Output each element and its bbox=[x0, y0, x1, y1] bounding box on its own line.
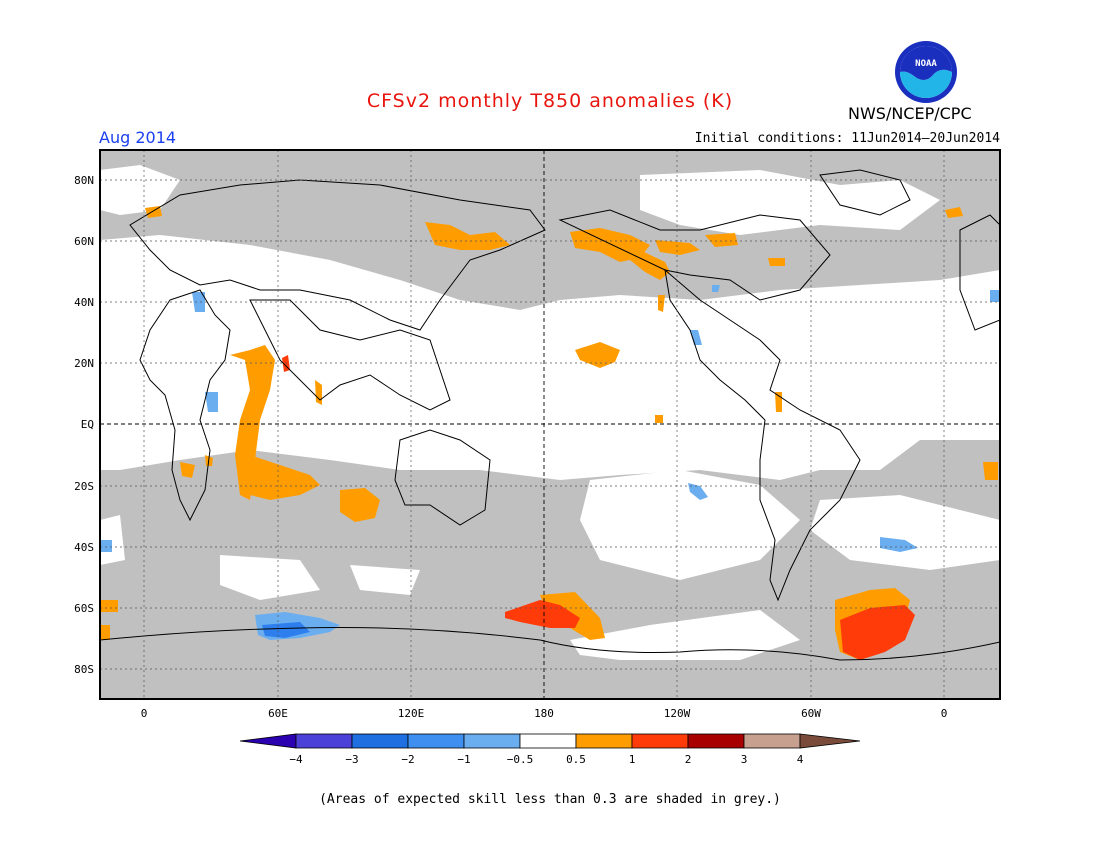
legend-arrow-high bbox=[799, 733, 861, 749]
lon-label: 60W bbox=[801, 707, 821, 720]
legend-label: 0.5 bbox=[566, 753, 586, 766]
legend-swatch bbox=[575, 733, 633, 749]
forecast-period: Aug 2014 bbox=[99, 128, 177, 147]
legend-label: −2 bbox=[401, 753, 414, 766]
cold-anomalies bbox=[100, 285, 1000, 640]
map-title: CFSv2 monthly T850 anomalies (K) bbox=[366, 90, 734, 112]
legend-label: 3 bbox=[741, 753, 748, 766]
org-label: NWS/NCEP/CPC bbox=[848, 104, 972, 123]
legend-label: −3 bbox=[345, 753, 358, 766]
legend-label: −1 bbox=[457, 753, 470, 766]
legend-swatch bbox=[407, 733, 465, 749]
lat-label: EQ bbox=[81, 418, 94, 431]
lon-label: 0 bbox=[141, 707, 148, 720]
lat-label: 80N bbox=[74, 174, 94, 187]
lon-label: 0 bbox=[941, 707, 948, 720]
lat-label: 60N bbox=[74, 235, 94, 248]
low-skill-background bbox=[100, 150, 1000, 699]
equator-dateline bbox=[100, 150, 1000, 699]
lon-label: 60E bbox=[268, 707, 288, 720]
legend-label: −0.5 bbox=[507, 753, 534, 766]
lon-label: 180 bbox=[534, 707, 554, 720]
legend-label: 2 bbox=[685, 753, 692, 766]
skill-footnote: (Areas of expected skill less than 0.3 a… bbox=[319, 792, 781, 807]
noaa-logo: NOAA bbox=[895, 41, 957, 103]
lon-label: 120W bbox=[664, 707, 691, 720]
initial-conditions: Initial conditions: 11Jun2014–20Jun2014 bbox=[694, 131, 1000, 146]
legend-swatch bbox=[351, 733, 409, 749]
warm-anomalies-1-2 bbox=[282, 355, 915, 660]
legend-swatch bbox=[463, 733, 521, 749]
high-skill-regions bbox=[100, 165, 1000, 660]
legend-arrow-low bbox=[239, 733, 297, 749]
legend-swatch bbox=[631, 733, 689, 749]
lat-label: 80S bbox=[74, 663, 94, 676]
legend-swatch bbox=[519, 733, 577, 749]
lon-label: 120E bbox=[398, 707, 425, 720]
coastlines bbox=[100, 169, 1000, 661]
map-frame bbox=[99, 149, 1001, 700]
legend-swatch bbox=[295, 733, 353, 749]
lat-label: 40S bbox=[74, 541, 94, 554]
lat-label: 20N bbox=[74, 357, 94, 370]
lat-label: 20S bbox=[74, 480, 94, 493]
svg-text:NOAA: NOAA bbox=[915, 59, 937, 69]
lat-label: 60S bbox=[74, 602, 94, 615]
warm-anomalies-0.5-1 bbox=[100, 206, 998, 660]
legend-swatch bbox=[743, 733, 801, 749]
legend-label: 4 bbox=[797, 753, 804, 766]
graticule bbox=[100, 150, 1000, 699]
legend-swatch bbox=[687, 733, 745, 749]
legend-label: −4 bbox=[289, 753, 303, 766]
legend-label: 1 bbox=[629, 753, 636, 766]
color-legend: −4 −3 −2 −1 −0.5 0.5 1 2 3 4 bbox=[239, 733, 861, 766]
lat-label: 40N bbox=[74, 296, 94, 309]
